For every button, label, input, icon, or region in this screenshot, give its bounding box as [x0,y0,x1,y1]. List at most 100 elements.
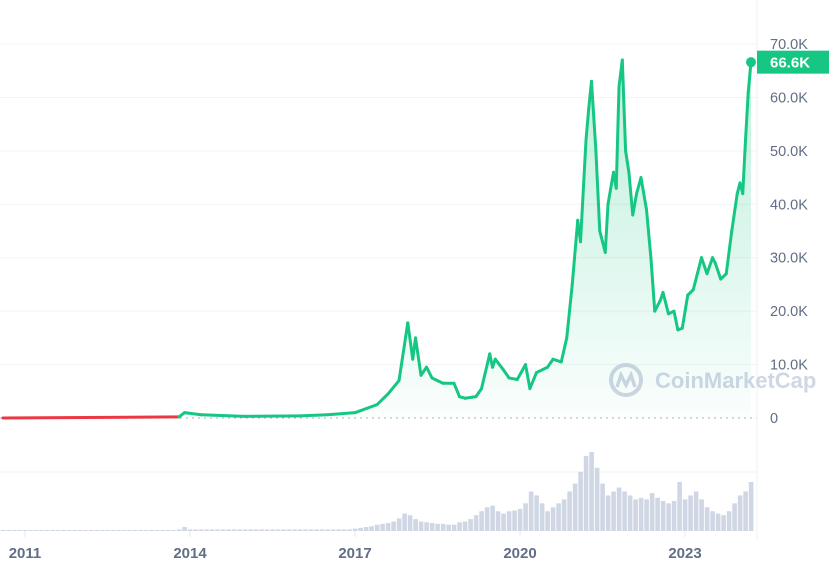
price-segment [631,192,639,217]
volume-bar [671,500,677,531]
volume-bar [259,529,264,531]
volume-bar [666,503,671,531]
price-segment [639,176,648,212]
volume-bar [490,505,495,531]
price-segment [199,413,247,418]
volume-bar [512,510,517,531]
y-axis: 0 10.0K 20.0K 30.0K 40.0K 50.0K 60.0K 70.0K [770,37,808,427]
price-segment [425,365,434,380]
volume-bar [655,497,660,531]
volume-bar [567,491,572,531]
x-tick-label: 2017 [338,545,371,562]
price-segment [598,229,604,244]
volume-bar [308,529,314,531]
volume-bar [440,523,446,531]
volume-bar [17,530,22,531]
volume-bar [22,530,28,531]
price-segment [649,256,657,313]
volume-bar [715,513,721,531]
volume-bar [699,499,704,531]
volume-bar [55,530,61,531]
y-tick-label: 10.0K [770,358,808,374]
price-segment [590,79,598,153]
volume-bar [358,527,363,531]
volume-bar [94,530,99,531]
volume-bar [693,491,699,531]
volume-bar [451,524,457,531]
volume-bar [215,529,220,531]
volume-bar [578,471,583,531]
y-tick-label: 60.0K [770,90,808,106]
volume-bar [231,529,237,531]
volume-bar [127,530,132,531]
volume-bar [105,530,110,531]
volume-bar [281,529,286,531]
price-segment [570,218,580,286]
volume-bar [517,508,523,531]
current-price-badge: 66.6K [757,50,829,74]
volume-bar [270,529,275,531]
volume-bar [380,523,385,531]
current-price-badge-bg [757,50,829,74]
volume-bar [622,491,627,531]
price-line [1,58,753,420]
price-segment [528,371,538,391]
volume-bar [600,483,605,531]
price-segment [515,363,527,382]
volume-bar [352,528,358,531]
volume-bar [561,499,567,531]
volume-bar [556,503,561,531]
volume-bar [292,529,297,531]
volume-bar [176,529,182,531]
volume-bar [391,521,396,531]
volume-bar [297,529,303,531]
volume-bar [605,495,611,531]
volume-bar [209,529,215,531]
volume-bar [737,495,743,531]
volume-bar [11,530,17,531]
volume-bar [457,522,462,531]
volume-bar [638,497,644,531]
volume-bar [649,493,655,531]
volume-bar [28,530,33,531]
volume-bar [688,495,693,531]
x-tick-label: 2020 [503,545,536,562]
volume-bar [121,530,127,531]
price-segment [463,395,478,400]
volume-bar [484,507,490,531]
volume-bar [132,530,138,531]
price-segment [397,321,410,383]
price-segment [326,411,357,417]
volume-bar [396,518,402,531]
volume-bar [39,530,44,531]
price-segment [705,256,714,276]
volume-bar [583,455,589,531]
volume-bar [572,483,578,531]
price-segment [183,411,203,417]
volume-bar [435,523,440,531]
volume-bar [160,530,165,531]
volume-bar [402,513,407,531]
volume-bar [204,529,209,531]
volume-bar [743,491,748,531]
volume-bar [0,530,6,531]
volume-bar [429,523,435,531]
volume-bar [83,530,88,531]
price-segment [606,170,615,206]
volume-bar [545,511,550,531]
volume-bar [187,529,193,531]
y-tick-label: 20.0K [770,304,808,320]
price-segment [353,403,379,415]
volume-bar [721,515,726,531]
price-segment [700,256,709,276]
volume-bar [363,527,369,531]
volume-bar [72,530,77,531]
volume-bar [523,503,528,531]
volume-bar [138,530,143,531]
volume-bar [611,491,616,531]
volume-bar [226,529,231,531]
y-tick-label: 50.0K [770,144,808,160]
price-segment [474,387,483,399]
price-segment [584,106,591,142]
volume-bar [336,529,341,531]
